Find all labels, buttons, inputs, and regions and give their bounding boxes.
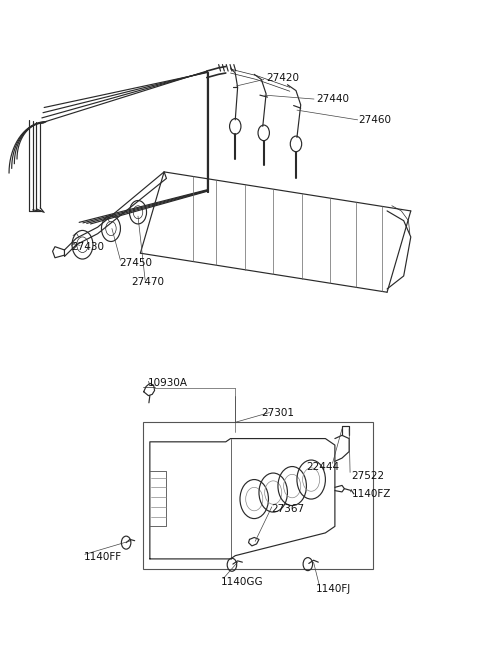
Text: 27460: 27460 [359,115,392,125]
Text: 27522: 27522 [351,471,384,482]
Text: 27420: 27420 [266,73,299,83]
Text: 1140GG: 1140GG [221,577,264,586]
Text: 27440: 27440 [316,94,349,104]
Text: 27367: 27367 [271,504,304,514]
Text: 22444: 22444 [306,462,339,472]
Text: 27301: 27301 [261,407,294,418]
Text: 1140FF: 1140FF [84,552,121,562]
Text: 1140FJ: 1140FJ [316,584,351,594]
Text: 1140FZ: 1140FZ [351,489,391,499]
Text: 27470: 27470 [131,277,164,287]
Text: 27450: 27450 [119,258,152,268]
Text: 10930A: 10930A [147,379,188,388]
Text: 27430: 27430 [72,241,105,252]
